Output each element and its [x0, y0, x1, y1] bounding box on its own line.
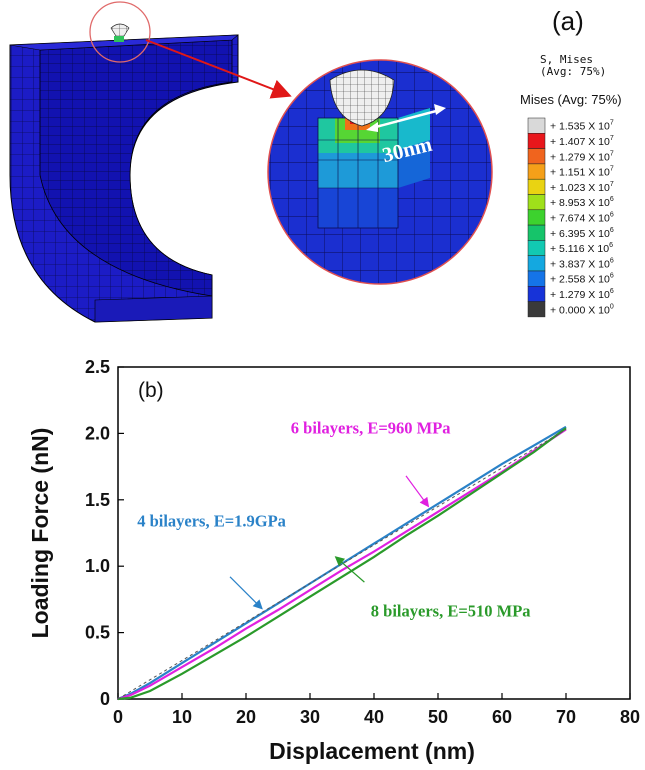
panel-a-label: (a)	[552, 6, 584, 36]
x-axis-label: Displacement (nm)	[269, 738, 475, 764]
zoom-circle	[268, 60, 492, 284]
legend-header-2: (Avg: 75%)	[540, 65, 606, 78]
legend-swatch	[527, 270, 546, 287]
legend-label: + 8.953 X 106	[550, 196, 614, 209]
indenter-small	[110, 23, 130, 42]
legend-label: + 1.279 X 107	[550, 150, 614, 163]
annotation-layer: 6 bilayers, E=960 MPa 4 bilayers, E=1.9GP…	[137, 418, 530, 620]
legend-swatch	[527, 163, 546, 180]
y-tick-label: 0.5	[85, 623, 110, 643]
legend-swatch	[527, 255, 546, 272]
zoom-arrow	[145, 39, 292, 99]
series-annotation-2: 4 bilayers, E=1.9GPa	[137, 511, 286, 530]
dimension-arrow	[371, 108, 441, 130]
force-displacement-chart: 0 10 20 30 40 50 60 70 80 0 0.5 1.0 1.5 2.0 2.5 6 bila…	[27, 357, 640, 764]
stress-legend: + 1.535 X 107 + 1.407 X 107 + 1.279 X 107 +…	[527, 117, 614, 318]
legend-label: + 3.837 X 106	[550, 257, 614, 270]
series-line-3	[117, 427, 567, 701]
x-tick-label: 60	[492, 707, 512, 727]
legend-swatch	[527, 133, 546, 149]
fem-stress-panel: 30nm (a) S, Mises (Avg: 75%) Mises (Avg:…	[9, 1, 622, 323]
legend-label: + 1.151 X 107	[550, 166, 614, 179]
plot-frame	[117, 366, 631, 700]
legend-title: Mises (Avg: 75%)	[520, 92, 622, 107]
y-tick-label: 1.0	[85, 556, 110, 576]
annotation-arrow-3	[334, 556, 365, 583]
zoom-source-circle	[89, 1, 151, 63]
legend-label: + 1.023 X 107	[550, 181, 614, 194]
legend-label: + 2.558 X 106	[550, 273, 614, 286]
y-tick-label: 2.0	[85, 423, 110, 443]
legend-label: + 0.000 X 100	[550, 303, 614, 316]
legend-swatch	[527, 224, 546, 241]
x-tick-label: 0	[113, 707, 123, 727]
panel-b-label: (b)	[138, 379, 164, 402]
y-tick-label: 2.5	[85, 357, 110, 377]
x-tick-label: 40	[364, 707, 384, 727]
y-tick-label: 1.5	[85, 490, 110, 510]
x-tick-label: 80	[620, 707, 640, 727]
legend-swatch	[527, 209, 546, 226]
series-annotation-3: 8 bilayers, E=510 MPa	[371, 602, 531, 621]
legend-swatch	[527, 286, 546, 302]
legend-header-1: S, Mises	[540, 53, 593, 66]
series-line-2	[117, 428, 567, 701]
legend-label: + 7.674 X 106	[550, 211, 614, 224]
cylinder-shell	[9, 34, 239, 323]
legend-swatch	[527, 240, 546, 256]
legend-label: + 1.407 X 107	[550, 135, 614, 148]
x-tick-label: 70	[556, 707, 576, 727]
legend-swatch	[527, 117, 546, 134]
series-annotation-1: 6 bilayers, E=960 MPa	[291, 418, 451, 437]
y-axis-label: Loading Force (nN)	[27, 428, 53, 639]
axis-ticks: 0 10 20 30 40 50 60 70 80 0 0.5 1.0 1.5 2.0 2.5	[85, 357, 640, 727]
legend-label: + 6.395 X 106	[550, 227, 614, 240]
legend-swatch	[527, 301, 546, 318]
series-layer	[117, 425, 567, 701]
legend-label: + 1.535 X 107	[550, 120, 614, 133]
legend-label: + 5.116 X 106	[550, 242, 613, 255]
zoom-circle-border	[267, 59, 493, 285]
x-tick-label: 20	[236, 707, 256, 727]
x-tick-label: 10	[172, 707, 192, 727]
annotation-arrow-1	[405, 475, 430, 508]
annotation-arrow-2	[229, 576, 263, 610]
x-tick-label: 30	[300, 707, 320, 727]
y-tick-label: 0	[100, 689, 110, 709]
legend-label: + 1.279 X 106	[550, 288, 614, 301]
x-tick-label: 50	[428, 707, 448, 727]
legend-swatch	[527, 148, 546, 165]
legend-swatch	[527, 178, 546, 195]
legend-swatch	[527, 194, 546, 211]
